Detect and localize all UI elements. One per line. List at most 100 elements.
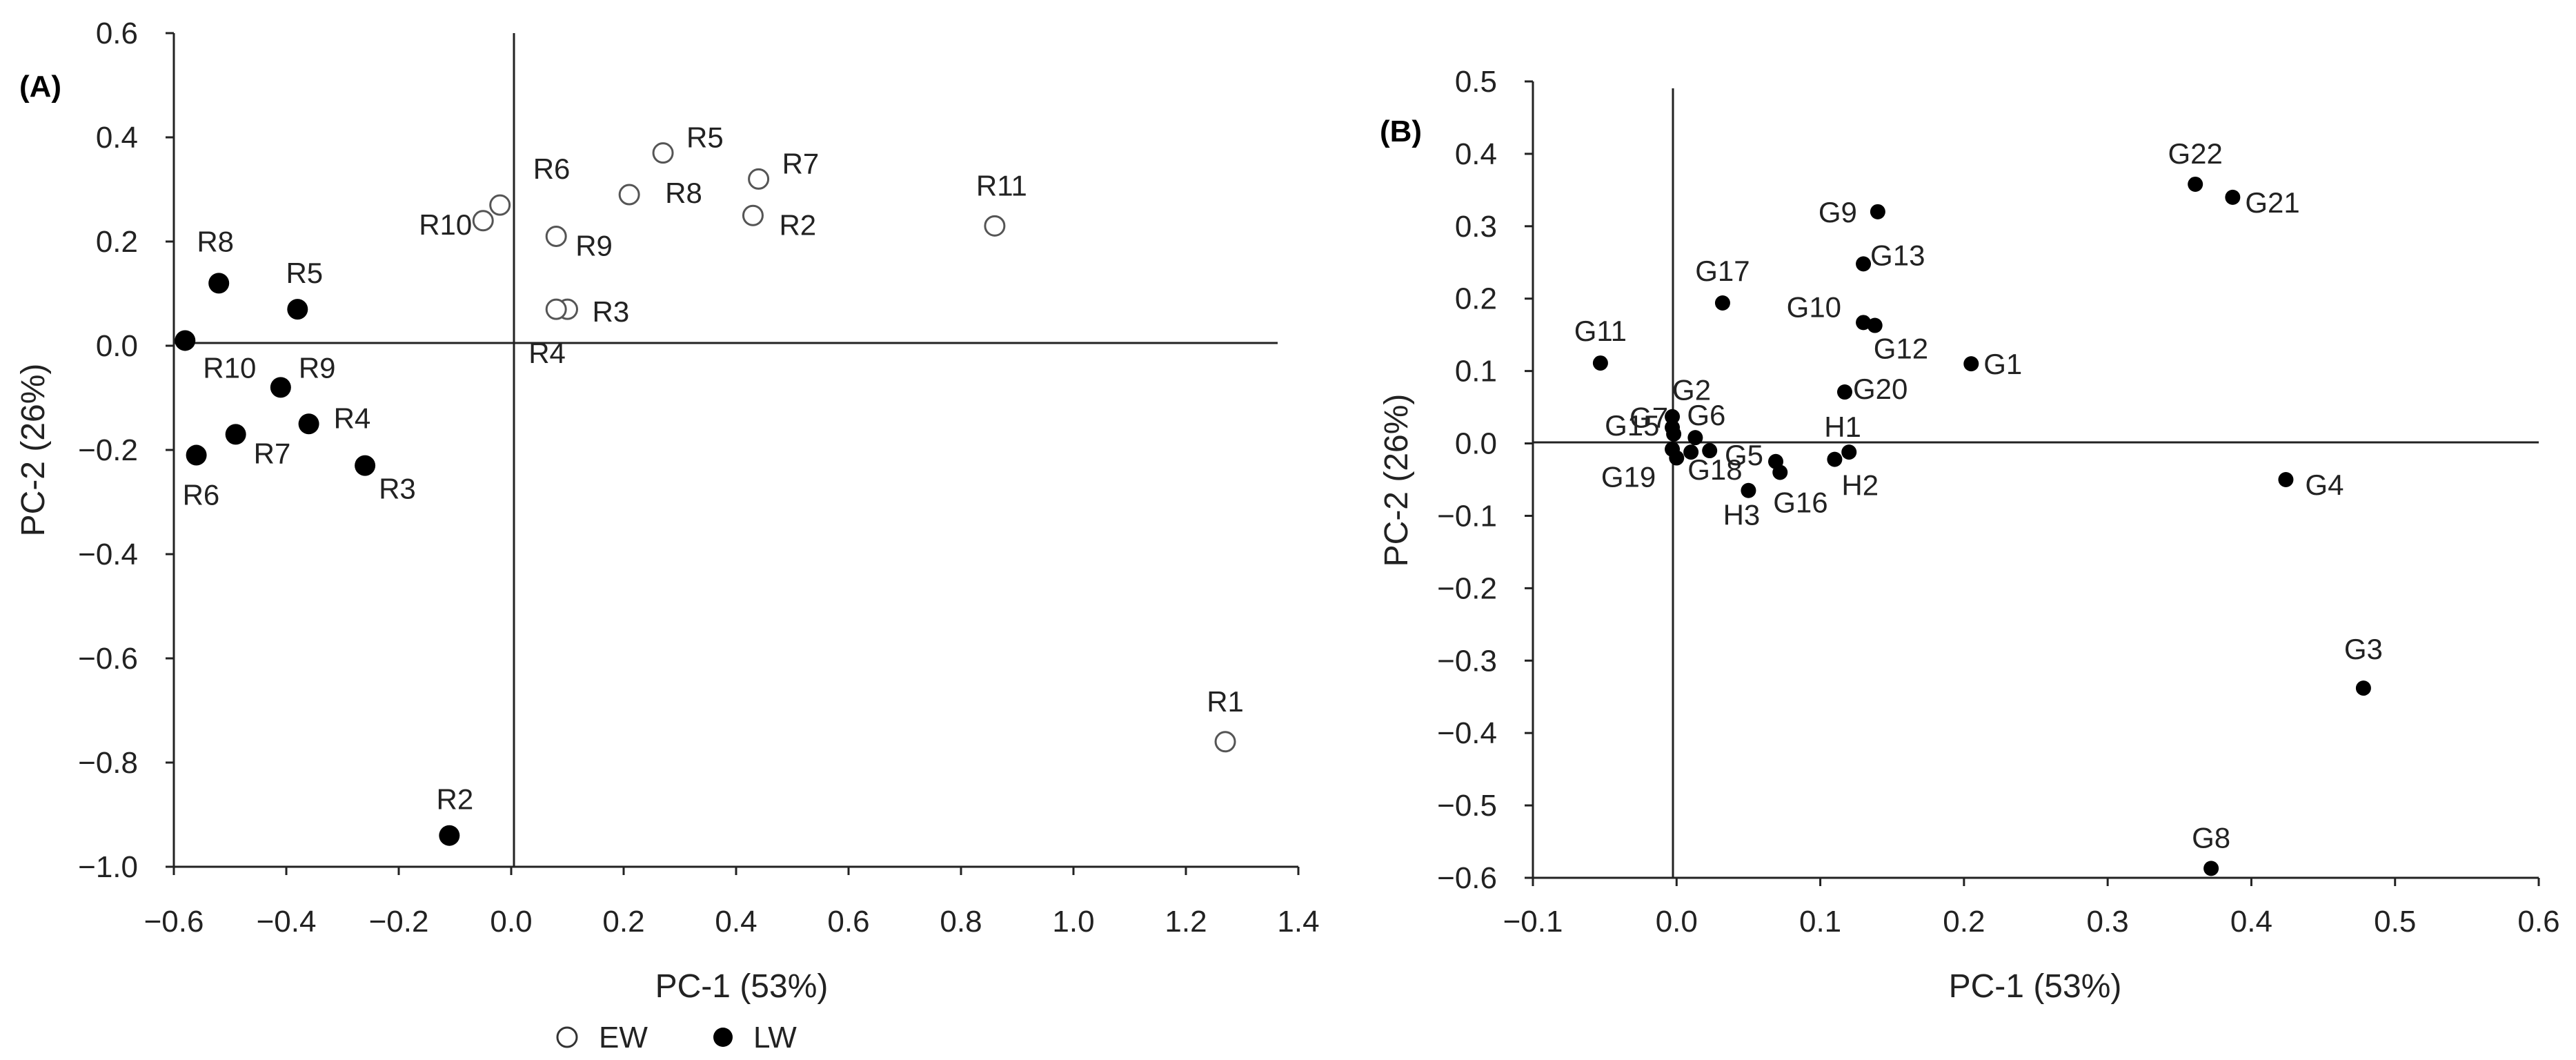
point-label: G13 — [1870, 239, 1925, 271]
panel-a-x-tick-label: 1.4 — [1277, 905, 1319, 939]
legend-lw-marker — [713, 1028, 733, 1047]
point-g8 — [2203, 861, 2219, 876]
lw-point-label: R5 — [286, 257, 323, 289]
point-g21 — [2225, 189, 2241, 205]
point-label: G16 — [1773, 487, 1827, 519]
panel-b-x-tick-label: −0.1 — [1503, 905, 1563, 939]
lw-point-label: R8 — [197, 225, 234, 257]
point-g2 — [1665, 409, 1681, 424]
point-h3 — [1741, 482, 1756, 498]
panel-a-x-tick-label: 0.0 — [490, 905, 532, 939]
panel-b-letter: (B) — [1380, 115, 1422, 148]
panel-b-y-tick-label: −0.2 — [1437, 571, 1497, 605]
lw-point-r3 — [355, 455, 376, 476]
point-g1 — [1963, 356, 1979, 372]
ew-point-r1 — [1214, 731, 1236, 753]
point-label: G18 — [1687, 453, 1742, 486]
ew-point-label: R3 — [593, 295, 630, 328]
point-label: G22 — [2168, 137, 2223, 170]
panel-b-x-tick-labels: −0.1 0.0 0.1 0.2 0.3 0.4 0.5 0.6 — [1503, 878, 2560, 939]
panel-b-y-tick-label: 0.0 — [1455, 427, 1497, 461]
ew-point-label: R9 — [575, 229, 613, 262]
lw-point-label: R3 — [379, 473, 416, 505]
panel-b-y-tick-label: 0.5 — [1455, 65, 1497, 99]
panel-b-y-tick-label: 0.4 — [1455, 137, 1497, 171]
lw-point-r2 — [439, 825, 460, 846]
panel-a-x-tick-label: 1.2 — [1165, 905, 1207, 939]
panel-b-y-tick-label: −0.6 — [1437, 861, 1497, 895]
point-label: G1 — [1983, 348, 2022, 380]
panel-a: (A) 0.6 0.4 0.2 0.0 −0.2 −0.4 −0.6 −0.8 −1.0 −0.… — [15, 17, 1320, 1054]
panel-a-x-tick-label: 0.8 — [940, 905, 982, 939]
panel-b-y-tick-label: −0.5 — [1437, 789, 1497, 823]
ew-point-label: R7 — [782, 147, 820, 179]
lw-point-label: R2 — [436, 783, 473, 816]
panel-b-x-tick-label: 0.3 — [2087, 905, 2129, 939]
point-g22 — [2188, 176, 2203, 192]
panel-a-x-tick-label: 1.0 — [1052, 905, 1094, 939]
point-g20 — [1836, 384, 1852, 400]
panel-b-y-tick-label: −0.1 — [1437, 499, 1497, 533]
point-label: G11 — [1574, 315, 1627, 347]
panel-b-x-tick-label: 0.1 — [1799, 905, 1841, 939]
panel-a-y-tick-label: −1.0 — [78, 850, 138, 884]
point-g12 — [1867, 317, 1883, 333]
panel-b: (B) 0.5 0.4 0.3 0.2 0.1 0.0 −0.1 −0.2 −0.3 −0.4 −0… — [1378, 65, 2560, 1005]
point-g16 — [1772, 464, 1788, 480]
panel-a-x-tick-label: 0.6 — [827, 905, 869, 939]
point-g17 — [1714, 295, 1730, 311]
lw-point-label: R7 — [254, 437, 291, 469]
panel-a-y-tick-label: −0.4 — [78, 538, 138, 571]
lw-point-label: R4 — [334, 402, 371, 434]
ew-point-r9 — [545, 225, 567, 247]
panel-a-x-tick-label: −0.6 — [144, 905, 204, 939]
panel-a-y-tick-label: −0.8 — [78, 746, 138, 780]
point-g15 — [1666, 426, 1682, 442]
point-label: G3 — [2344, 633, 2383, 665]
ew-point-r6 — [489, 194, 511, 216]
lw-point-r8 — [208, 273, 230, 294]
lw-point-r4 — [298, 413, 319, 435]
point-label: H3 — [1723, 499, 1761, 531]
panel-a-y-tick-label: −0.6 — [78, 642, 138, 676]
panel-b-y-tick-labels: 0.5 0.4 0.3 0.2 0.1 0.0 −0.1 −0.2 −0.3 −0.4 −0.5 −0… — [1437, 65, 1533, 895]
panel-b-y-tick-label: −0.4 — [1437, 716, 1497, 750]
point-label: G2 — [1672, 374, 1711, 406]
point-label: G17 — [1695, 255, 1750, 287]
ew-point-label: R10 — [419, 208, 472, 241]
panel-b-x-tick-label: 0.2 — [1943, 905, 1985, 939]
point-g3 — [2355, 680, 2371, 696]
ew-point-r8 — [618, 184, 640, 206]
point-g6 — [1687, 430, 1703, 446]
ew-point-label: R1 — [1207, 685, 1244, 718]
panel-b-y-tick-label: 0.1 — [1455, 355, 1497, 389]
panel-b-x-tick-label: 0.4 — [2230, 905, 2272, 939]
lw-point-r9 — [270, 377, 291, 398]
panel-b-x-tick-label: 0.0 — [1656, 905, 1698, 939]
point-g11 — [1592, 355, 1608, 371]
panel-a-y-tick-label: 0.4 — [96, 121, 138, 155]
ew-point-r10 — [472, 210, 494, 232]
ew-point-r4 — [545, 298, 567, 320]
point-label: G21 — [2245, 186, 2299, 219]
ew-point-label: R6 — [533, 153, 571, 185]
point-label: H1 — [1824, 411, 1861, 443]
ew-point-r7 — [748, 168, 770, 190]
point-g13 — [1856, 256, 1872, 272]
point-g9 — [1870, 204, 1885, 219]
panel-a-y-axis-title: PC-2 (26%) — [15, 364, 52, 537]
lw-point-r7 — [225, 424, 246, 445]
panel-a-letter: (A) — [19, 70, 61, 104]
lw-point-label: R6 — [183, 479, 220, 511]
point-label: G9 — [1819, 196, 1857, 228]
panel-b-x-axis-title: PC-1 (53%) — [1949, 968, 2122, 1005]
legend-lw-label: LW — [753, 1021, 797, 1054]
point-label: G8 — [2192, 821, 2230, 854]
point-label: G5 — [1725, 439, 1763, 471]
panel-a-y-tick-label: 0.6 — [96, 17, 138, 50]
ew-point-r2 — [742, 204, 764, 226]
legend-ew-marker — [556, 1026, 578, 1048]
point-g18 — [1702, 443, 1718, 459]
legend-ew-label: EW — [599, 1021, 648, 1054]
